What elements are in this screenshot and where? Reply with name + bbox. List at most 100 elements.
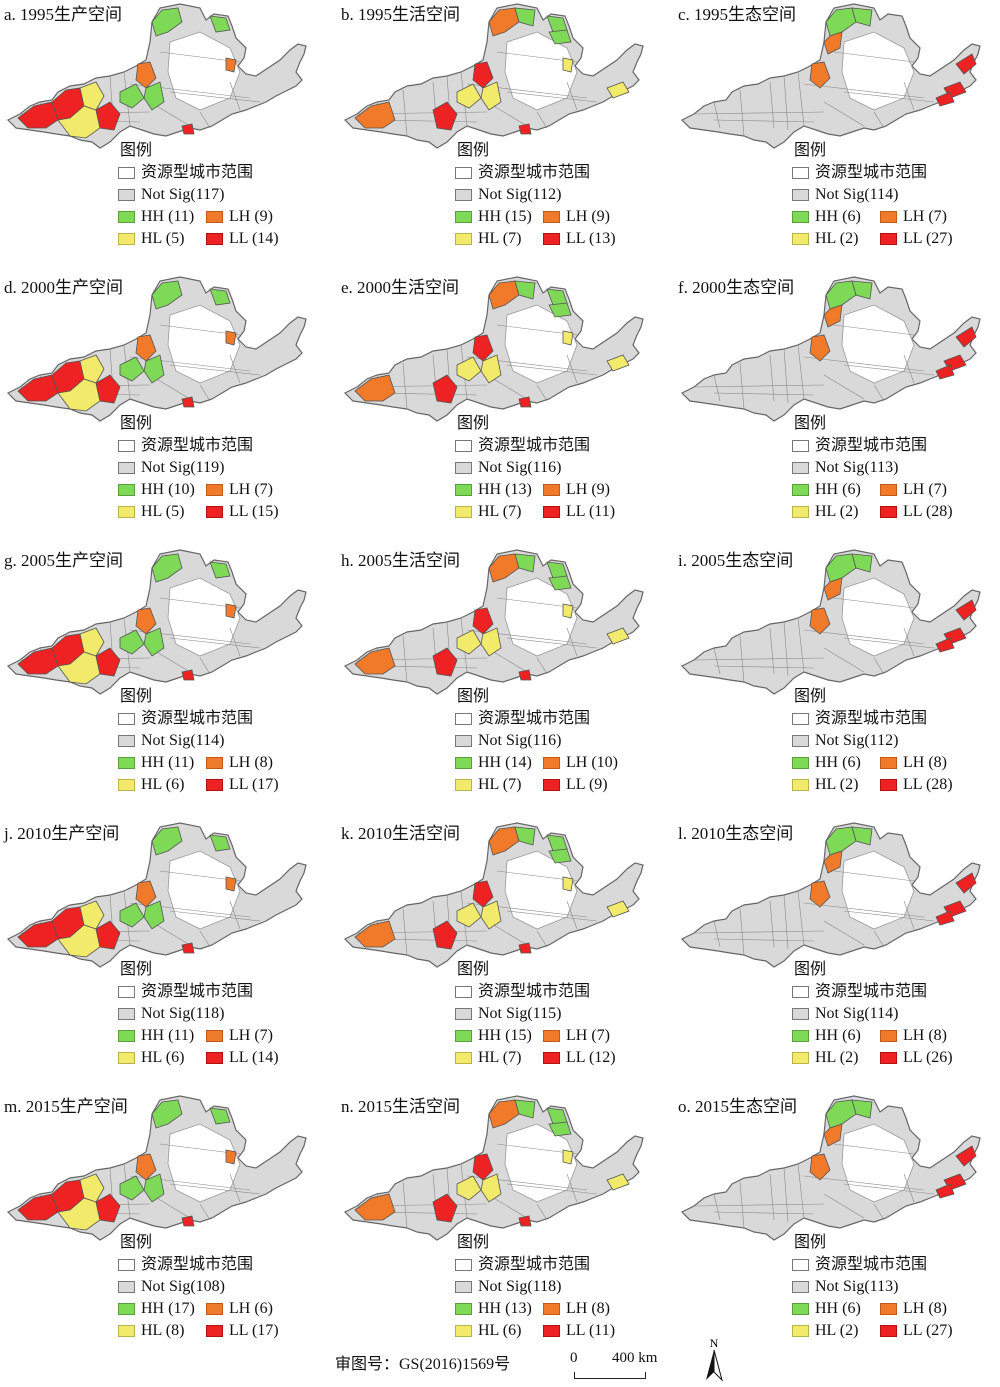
map-panel: a. 1995生产空间 图例 资源型城市范围 Not Sig(117) HH (11) L… — [0, 2, 333, 275]
legend-swatch — [880, 1030, 897, 1042]
ll-cluster-area — [518, 1215, 532, 1227]
region-map — [6, 822, 307, 968]
boundary-line — [536, 111, 548, 129]
legend-swatch — [455, 1030, 472, 1042]
boundary-line — [843, 364, 935, 376]
hh-cluster-area — [143, 900, 165, 930]
legend-swatch — [118, 440, 135, 452]
boundary-line — [506, 637, 598, 649]
boundary-line — [566, 900, 578, 930]
boundary-line — [783, 75, 789, 131]
legend-item-ll: LL (11) — [543, 1320, 631, 1342]
hh-cluster-area — [119, 1175, 145, 1201]
legend-label: 资源型城市范围 — [815, 164, 928, 181]
legend-item-lh: LH (6) — [206, 1298, 294, 1320]
legend-swatch — [543, 1325, 560, 1337]
legend-item-range: 资源型城市范围 — [792, 1254, 968, 1276]
legend-label: LH (8) — [903, 1300, 947, 1317]
legend-item-ll: LL (13) — [543, 228, 631, 250]
legend-item-range: 资源型城市范围 — [118, 708, 294, 730]
legend-label: LL (14) — [229, 230, 279, 247]
legend-row-hh-lh: HH (13) LH (8) — [455, 1298, 631, 1320]
map-panel: g. 2005生产空间 图例 资源型城市范围 Not Sig(114) HH (11) L… — [0, 548, 333, 821]
map-legend: 图例 资源型城市范围 Not Sig(116) HH (14) LH (10) HL (7… — [455, 686, 631, 796]
hl-cluster-area — [480, 81, 502, 111]
map-panel: i. 2005生态空间 图例 资源型城市范围 Not Sig(112) HH (6) LH… — [674, 548, 1000, 821]
legend-swatch — [792, 440, 809, 452]
legend-item-ll: LL (14) — [206, 1047, 294, 1069]
legend-swatch — [792, 1259, 809, 1271]
legend-swatch — [118, 713, 135, 725]
hh-cluster-area — [151, 826, 183, 856]
map-legend: 图例 资源型城市范围 Not Sig(112) HH (15) LH (9) HL (7)… — [455, 140, 631, 250]
legend-row-hl-ll: HL (6) LL (14) — [118, 1047, 294, 1069]
legend-item-hl: HL (2) — [792, 501, 880, 523]
legend-swatch — [455, 211, 472, 223]
legend-swatch — [880, 1052, 897, 1064]
legend-label: LL (26) — [903, 1049, 953, 1066]
boundary-line — [169, 637, 261, 649]
legend-item-not-sig: Not Sig(114) — [792, 1003, 968, 1025]
boundary-line — [823, 647, 865, 673]
boundary-line — [713, 1193, 721, 1221]
legend-label: Not Sig(115) — [478, 1005, 562, 1022]
legend-label: 资源型城市范围 — [478, 164, 591, 181]
boundary-line — [769, 354, 775, 402]
legend-swatch — [206, 211, 223, 223]
legend-title: 图例 — [457, 1234, 490, 1251]
legend-item-not-sig: Not Sig(116) — [455, 730, 631, 752]
legend-item-not-sig: Not Sig(117) — [118, 184, 294, 206]
legend-swatch — [206, 1325, 223, 1337]
hh-cluster-area — [143, 627, 165, 657]
legend-item-not-sig: Not Sig(114) — [792, 184, 968, 206]
map-panel: f. 2000生态空间 图例 资源型城市范围 Not Sig(113) HH (6) LH… — [674, 275, 1000, 548]
boundary-line — [713, 392, 815, 396]
boundary-line — [199, 1203, 211, 1221]
region-map — [680, 276, 981, 422]
legend-swatch — [792, 233, 809, 245]
boundary-line — [803, 629, 925, 645]
not-sig-area — [680, 822, 981, 968]
legend-swatch — [792, 779, 809, 791]
boundary-line — [873, 384, 885, 402]
boundary-line — [769, 627, 775, 675]
panel-title: o. 2015生态空间 — [678, 1097, 797, 1116]
legend-item-not-sig: Not Sig(114) — [118, 730, 294, 752]
map-panel: e. 2000生活空间 图例 资源型城市范围 Not Sig(116) HH (13) L… — [337, 275, 670, 548]
legend-item-ll: LL (15) — [206, 501, 294, 523]
boundary-line — [713, 665, 815, 669]
legend-row-hl-ll: HL (6) LL (17) — [118, 774, 294, 796]
legend-swatch — [455, 167, 472, 179]
legend-item-lh: LH (8) — [880, 1298, 968, 1320]
legend-label: LH (7) — [903, 208, 947, 225]
legend-item-hh: HH (6) — [792, 1025, 880, 1047]
legend-item-not-sig: Not Sig(116) — [455, 457, 631, 479]
legend-label: HL (2) — [815, 1322, 859, 1339]
legend-item-ll: LL (17) — [206, 774, 294, 796]
legend-row-hl-ll: HL (2) LL (26) — [792, 1047, 968, 1069]
ll-cluster-area — [935, 91, 955, 107]
legend-label: 资源型城市范围 — [141, 437, 254, 454]
legend-title: 图例 — [457, 415, 490, 432]
legend-row-hl-ll: HL (2) LL (27) — [792, 1320, 968, 1342]
legend-row-hl-ll: HL (7) LL (12) — [455, 1047, 631, 1069]
boundary-line — [713, 920, 721, 948]
hh-cluster-area — [119, 83, 145, 109]
boundary-line — [713, 119, 815, 123]
legend-item-ll: LL (17) — [206, 1320, 294, 1342]
legend-swatch — [206, 1030, 223, 1042]
boundary-line — [566, 627, 578, 657]
panel-title: e. 2000生活空间 — [341, 278, 460, 297]
ll-cluster-area — [432, 920, 458, 950]
legend-label: Not Sig(108) — [141, 1278, 225, 1295]
legend-row-hh-lh: HH (6) LH (8) — [792, 1298, 968, 1320]
ll-cluster-area — [17, 647, 59, 675]
legend-swatch — [880, 1303, 897, 1315]
legend-item-range: 资源型城市范围 — [792, 708, 968, 730]
legend-label: HL (2) — [815, 776, 859, 793]
hh-cluster-area — [151, 7, 183, 37]
boundary-line — [803, 1175, 925, 1191]
legend-row-hh-lh: HH (6) LH (7) — [792, 479, 968, 501]
legend-swatch — [792, 1052, 809, 1064]
legend-swatch — [118, 484, 135, 496]
